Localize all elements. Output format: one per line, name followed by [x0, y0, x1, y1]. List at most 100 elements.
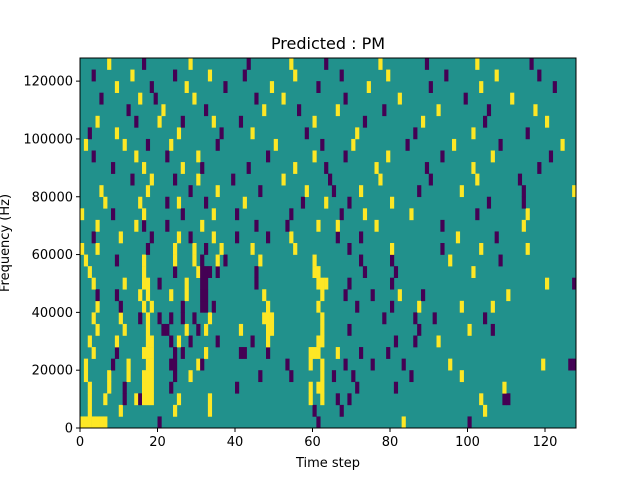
- heatmap-cell: [254, 92, 259, 105]
- heatmap-cell: [103, 196, 108, 209]
- heatmap-cell: [149, 347, 154, 359]
- heatmap-cell: [250, 243, 255, 255]
- heatmap-cell: [328, 173, 333, 186]
- heatmap-cell: [281, 173, 286, 186]
- heatmap-cell: [269, 81, 275, 93]
- heatmap-cell: [312, 347, 317, 359]
- heatmap-cell: [130, 69, 135, 82]
- heatmap-cell: [83, 370, 89, 383]
- heatmap-cell: [374, 219, 379, 232]
- heatmap-cell: [386, 347, 391, 359]
- heatmap-cell: [304, 127, 309, 140]
- heatmap-cell: [525, 208, 530, 221]
- heatmap-cell: [428, 173, 433, 186]
- heatmap-cell: [421, 115, 426, 128]
- chart-title: Predicted : PM: [271, 34, 385, 53]
- heatmap-cell: [436, 104, 441, 117]
- heatmap-cell: [347, 323, 352, 336]
- heatmap-cell: [436, 335, 441, 348]
- heatmap-cell: [91, 231, 96, 244]
- heatmap-cell: [254, 219, 259, 232]
- heatmap-cell: [126, 358, 131, 371]
- heatmap-cell: [479, 393, 484, 406]
- heatmap-cell: [142, 219, 147, 232]
- heatmap-cell: [242, 347, 247, 359]
- heatmap-cell: [378, 173, 383, 186]
- heatmap-cell: [87, 335, 92, 348]
- heatmap-cell: [204, 104, 209, 117]
- heatmap-cell: [103, 416, 108, 429]
- heatmap-cell: [149, 81, 154, 93]
- heatmap-cell: [142, 393, 147, 406]
- heatmap-cell: [467, 416, 472, 429]
- heatmap-cell: [204, 266, 209, 278]
- heatmap-cell: [374, 162, 379, 174]
- heatmap-cell: [165, 323, 170, 336]
- y-axis-ticks: 0 20000 40000 60000 80000 100000 120000: [23, 75, 80, 437]
- heatmap-cell: [211, 300, 216, 313]
- heatmap-cell: [382, 312, 387, 325]
- y-tick-label: 20000: [32, 364, 73, 379]
- heatmap-cell: [312, 266, 317, 278]
- heatmap-cell: [393, 335, 399, 348]
- heatmap-cell: [114, 81, 120, 93]
- heatmap-cell: [316, 347, 321, 359]
- heatmap-cell: [312, 115, 317, 128]
- heatmap-cell: [281, 92, 286, 105]
- y-tick-label: 80000: [32, 190, 73, 205]
- heatmap-cell: [111, 162, 116, 174]
- heatmap-cell: [153, 92, 158, 105]
- heatmap-cell: [246, 58, 251, 70]
- heatmap-cell: [145, 323, 151, 336]
- heatmap-cell: [165, 150, 170, 163]
- heatmap-cell: [103, 393, 108, 406]
- heatmap-cell: [362, 208, 368, 221]
- heatmap-cell: [424, 58, 430, 70]
- heatmap-cell: [188, 231, 193, 244]
- heatmap-cell: [459, 300, 464, 313]
- heatmap-cell: [91, 347, 96, 359]
- heatmap-cell: [266, 300, 271, 313]
- heatmap-cell: [401, 358, 406, 371]
- heatmap-cell: [231, 173, 236, 186]
- heatmap-cell: [207, 266, 213, 278]
- heatmap-cell: [111, 208, 116, 221]
- heatmap-cell: [200, 266, 205, 278]
- heatmap-cell: [397, 289, 402, 302]
- heatmap-cell: [479, 243, 484, 255]
- heatmap-cell: [145, 185, 151, 198]
- heatmap-cell: [196, 150, 201, 163]
- heatmap-cell: [335, 393, 340, 406]
- heatmap-cell: [192, 92, 197, 105]
- heatmap-cell: [428, 81, 433, 93]
- x-tick-label: 100: [455, 435, 480, 450]
- heatmap-cell: [173, 370, 178, 383]
- heatmap-cell: [572, 358, 577, 371]
- heatmap-cell: [200, 162, 205, 174]
- heatmap-cell: [390, 243, 395, 255]
- heatmap-cell: [142, 370, 147, 383]
- heatmap-cell: [390, 196, 395, 209]
- heatmap-cell: [324, 58, 329, 70]
- heatmap-cell: [80, 208, 85, 221]
- heatmap-cell: [289, 208, 294, 221]
- heatmap-cell: [390, 277, 395, 290]
- heatmap-cell: [235, 208, 240, 221]
- heatmap-cell: [347, 196, 352, 209]
- heatmap-cell: [254, 277, 259, 290]
- heatmap-cell: [312, 150, 317, 163]
- heatmap-cell: [180, 162, 185, 174]
- heatmap-cell: [467, 323, 472, 336]
- heatmap-cell: [238, 347, 244, 359]
- heatmap-cell: [87, 266, 92, 278]
- heatmap-cell: [138, 92, 143, 105]
- heatmap-cell: [362, 266, 368, 278]
- heatmap-cell: [145, 289, 151, 302]
- heatmap-cell: [142, 162, 147, 174]
- heatmap-cell: [107, 370, 112, 383]
- x-tick-label: 80: [382, 435, 399, 450]
- heatmap-cell: [204, 243, 209, 255]
- heatmap-cell: [134, 393, 139, 406]
- heatmap-cell: [331, 370, 337, 383]
- heatmap-cell: [211, 231, 216, 244]
